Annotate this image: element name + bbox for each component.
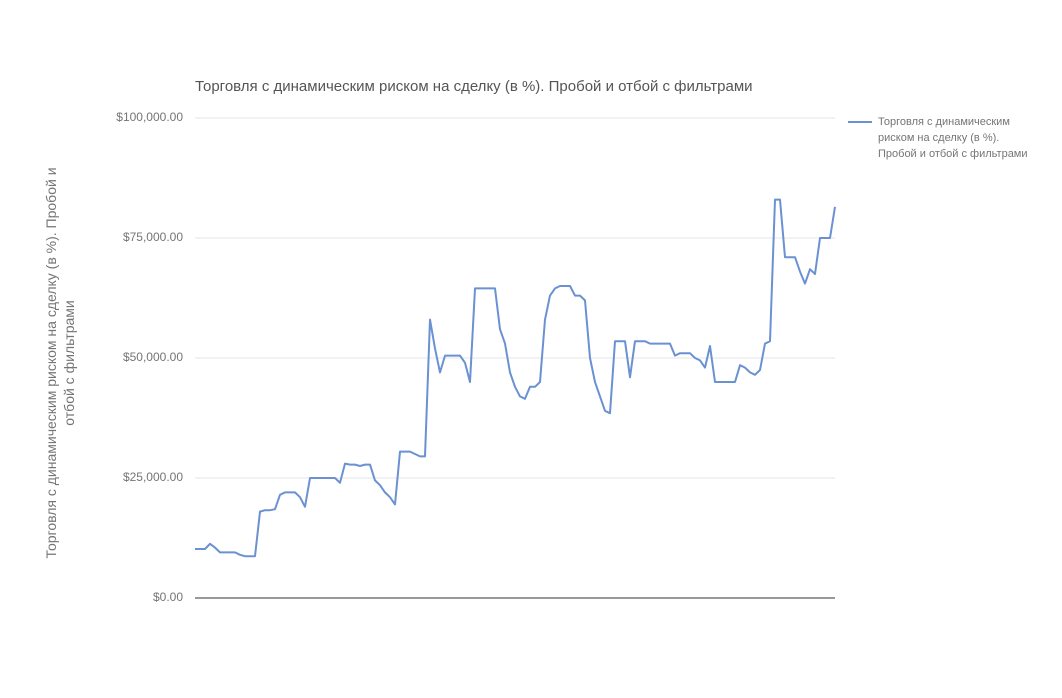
chart-title: Торговля с динамическим риском на сделку… [195, 78, 753, 95]
y-tick-label: $0.00 [153, 590, 183, 604]
y-tick-label: $100,000.00 [116, 110, 183, 124]
y-tick-label: $50,000.00 [123, 350, 183, 364]
y-tick-label: $25,000.00 [123, 470, 183, 484]
legend-label: Торговля с динамическим риском на сделку… [878, 116, 1028, 160]
y-axis-title: Торговля с динамическим риском на сделку… [43, 167, 77, 559]
series-line [195, 198, 836, 558]
y-tick-label: $75,000.00 [123, 230, 183, 244]
